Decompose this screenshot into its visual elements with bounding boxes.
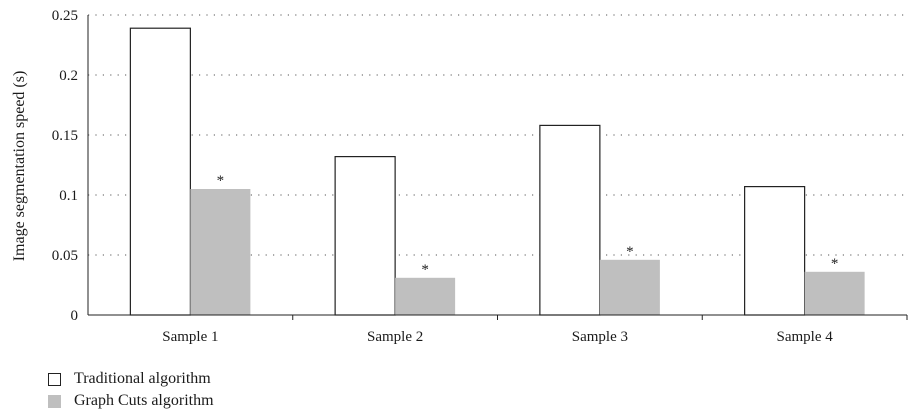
bar-traditional bbox=[744, 186, 806, 316]
x-tick-label: Sample 4 bbox=[777, 329, 834, 345]
bars bbox=[129, 27, 865, 316]
legend-item-traditional: Traditional algorithm bbox=[48, 368, 214, 390]
significance-marker: * bbox=[626, 244, 634, 260]
y-tick-label: 0.25 bbox=[52, 8, 78, 24]
bar-traditional bbox=[129, 27, 191, 316]
y-tick-label: 0.05 bbox=[52, 248, 78, 264]
legend-swatch-graph-cuts bbox=[48, 394, 61, 408]
y-tick-label: 0.15 bbox=[52, 128, 78, 144]
significance-markers: * * * * bbox=[217, 173, 839, 278]
legend: Traditional algorithm Graph Cuts algorit… bbox=[48, 368, 214, 412]
y-tick-label: 0 bbox=[71, 308, 79, 324]
bar-graph-cuts bbox=[190, 189, 251, 315]
legend-label-traditional: Traditional algorithm bbox=[74, 370, 211, 387]
legend-item-graph-cuts: Graph Cuts algorithm bbox=[48, 390, 214, 412]
significance-marker: * bbox=[217, 173, 225, 189]
bar-graph-cuts bbox=[599, 259, 660, 315]
x-tick-label: Sample 3 bbox=[572, 329, 628, 345]
legend-swatch-traditional bbox=[48, 372, 61, 386]
y-tick-label: 0.2 bbox=[59, 68, 78, 84]
significance-marker: * bbox=[831, 256, 839, 272]
y-axis-title: Image segmentation speed (s) bbox=[11, 71, 28, 262]
significance-marker: * bbox=[421, 262, 429, 278]
y-tick-label: 0.1 bbox=[59, 188, 78, 204]
tick-labels: 0 0.05 0.1 0.15 0.2 0.25 Sample 1 Sample 2 Sampl… bbox=[52, 8, 908, 345]
bar-graph-cuts bbox=[395, 277, 456, 315]
x-tick-label: Sample 2 bbox=[367, 329, 423, 345]
bar-traditional bbox=[539, 124, 601, 316]
legend-label-graph-cuts: Graph Cuts algorithm bbox=[74, 392, 214, 409]
bar-graph-cuts bbox=[804, 271, 865, 315]
bar-traditional bbox=[334, 156, 396, 316]
x-tick-label: Sample 1 bbox=[162, 329, 218, 345]
